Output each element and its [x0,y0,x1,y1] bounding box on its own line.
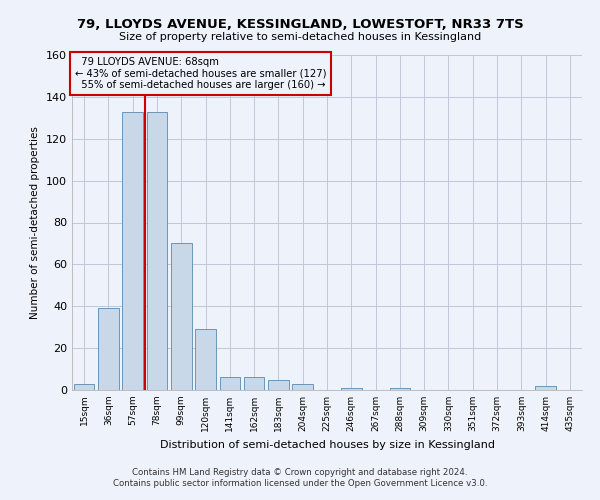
Text: 79, LLOYDS AVENUE, KESSINGLAND, LOWESTOFT, NR33 7TS: 79, LLOYDS AVENUE, KESSINGLAND, LOWESTOF… [77,18,523,30]
Bar [220,378,240,390]
Y-axis label: Number of semi-detached properties: Number of semi-detached properties [31,126,40,319]
Bar [244,378,265,390]
Bar [535,386,556,390]
Text: Contains HM Land Registry data © Crown copyright and database right 2024.
Contai: Contains HM Land Registry data © Crown c… [113,468,487,487]
Bar [146,112,167,390]
Bar [171,244,191,390]
Bar [74,384,94,390]
Text: Size of property relative to semi-detached houses in Kessingland: Size of property relative to semi-detach… [119,32,481,42]
Text: 79 LLOYDS AVENUE: 68sqm
← 43% of semi-detached houses are smaller (127)
  55% of: 79 LLOYDS AVENUE: 68sqm ← 43% of semi-de… [74,56,326,90]
Bar [341,388,362,390]
Bar [268,380,289,390]
Bar [195,330,216,390]
Bar [389,388,410,390]
Bar [98,308,119,390]
Bar [292,384,313,390]
X-axis label: Distribution of semi-detached houses by size in Kessingland: Distribution of semi-detached houses by … [160,440,494,450]
Bar [122,112,143,390]
